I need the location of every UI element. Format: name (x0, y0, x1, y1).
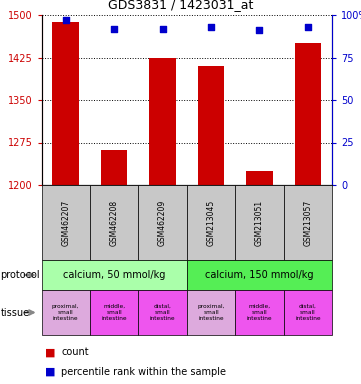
Point (160, 25, 165, 31)
Point (257, 27, 262, 33)
Text: GDS3831 / 1423031_at: GDS3831 / 1423031_at (108, 0, 253, 11)
Text: GSM213057: GSM213057 (303, 199, 312, 246)
Text: protocol: protocol (0, 270, 40, 280)
Bar (149, 58, 176, 185)
Text: percentile rank within the sample: percentile rank within the sample (61, 367, 226, 377)
Text: distal,
small
intestine: distal, small intestine (150, 304, 175, 321)
Text: GSM213051: GSM213051 (255, 199, 264, 245)
Text: calcium, 50 mmol/kg: calcium, 50 mmol/kg (63, 270, 165, 280)
Text: GSM462209: GSM462209 (158, 199, 167, 246)
Point (63, 17, 69, 23)
Text: GSM462207: GSM462207 (61, 199, 70, 246)
Text: GSM213045: GSM213045 (206, 199, 216, 246)
Text: tissue: tissue (0, 308, 30, 318)
Text: middle,
small
intestine: middle, small intestine (247, 304, 272, 321)
Text: middle,
small
intestine: middle, small intestine (101, 304, 127, 321)
Bar (101, 150, 127, 185)
Point (111, 25, 117, 31)
Bar (198, 66, 224, 185)
Bar (295, 43, 321, 185)
Text: ■: ■ (45, 347, 56, 357)
Text: count: count (61, 347, 89, 357)
Text: ■: ■ (45, 367, 56, 377)
Text: proximal,
small
intestine: proximal, small intestine (197, 304, 225, 321)
Text: distal,
small
intestine: distal, small intestine (295, 304, 321, 321)
Point (305, 24, 311, 30)
Text: proximal,
small
intestine: proximal, small intestine (52, 304, 79, 321)
Bar (246, 171, 273, 185)
Point (208, 24, 214, 30)
Text: calcium, 150 mmol/kg: calcium, 150 mmol/kg (205, 270, 314, 280)
Text: GSM462208: GSM462208 (110, 199, 119, 245)
Bar (52, 22, 79, 185)
